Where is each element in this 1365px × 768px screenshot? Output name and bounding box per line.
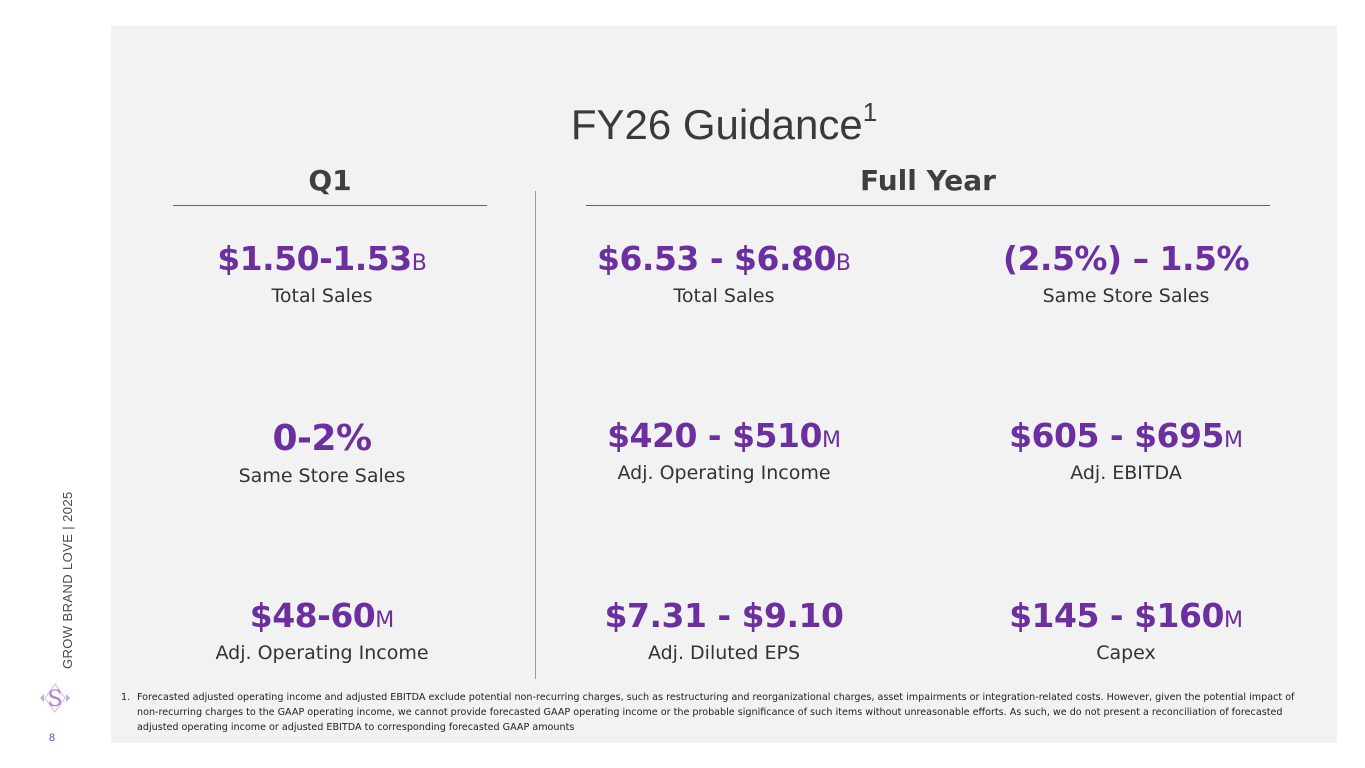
metric-label: Same Store Sales [1042, 285, 1210, 307]
metric-value: $1.50-1.53B [217, 239, 427, 278]
fy-same-store-sales: (2.5%) – 1.5% Same Store Sales [976, 239, 1276, 308]
metric-label: Total Sales [673, 285, 775, 307]
full-year-header-rule [586, 205, 1270, 206]
fy-adj-ebitda: $605 - $695M Adj. EBITDA [976, 416, 1276, 485]
metric-label: Same Store Sales [238, 465, 406, 487]
slide-title-text: FY26 Guidance [570, 101, 863, 148]
q1-adj-operating-income: $48-60M Adj. Operating Income [172, 596, 472, 665]
metric-label: Adj. Operating Income [617, 462, 831, 484]
s-diamond-logo-icon: S [32, 682, 78, 714]
page-number: 8 [49, 732, 56, 744]
fy-adj-diluted-eps: $7.31 - $9.10 Adj. Diluted EPS [574, 596, 874, 665]
slide-title: FY26 Guidance1 [111, 97, 1337, 150]
fy-total-sales: $6.53 - $6.80B Total Sales [574, 239, 874, 308]
full-year-header: Full Year [859, 164, 996, 197]
metric-value: (2.5%) – 1.5% [1002, 239, 1250, 278]
metric-value: 0-2% [272, 418, 372, 459]
metric-label: Total Sales [271, 285, 373, 307]
title-footnote-marker: 1 [862, 97, 878, 127]
footnote-text: Forecasted adjusted operating income and… [137, 692, 1295, 733]
fy-adj-operating-income: $420 - $510M Adj. Operating Income [574, 416, 874, 485]
fy-capex: $145 - $160M Capex [976, 596, 1276, 665]
slide-panel: FY26 Guidance1 Q1 Full Year $1.50-1.53B … [111, 26, 1337, 743]
q1-total-sales: $1.50-1.53B Total Sales [172, 239, 472, 308]
metric-value: $420 - $510M [607, 416, 841, 455]
metric-label: Adj. EBITDA [1070, 462, 1182, 484]
footnote-number: 1. [121, 692, 131, 703]
column-divider [535, 191, 536, 679]
metric-label: Adj. Diluted EPS [647, 642, 801, 664]
q1-header: Q1 [308, 164, 352, 197]
metric-value: $605 - $695M [1009, 416, 1243, 455]
q1-header-rule [173, 205, 487, 206]
metric-value: $48-60M [249, 596, 395, 635]
metric-value: $6.53 - $6.80B [596, 239, 852, 278]
metric-value: $145 - $160M [1009, 596, 1243, 635]
side-brand-text: GROW BRAND LOVE | 2025 [60, 491, 75, 669]
q1-same-store-sales: 0-2% Same Store Sales [172, 419, 472, 488]
metric-value: $7.31 - $9.10 [604, 596, 844, 635]
metric-label: Adj. Operating Income [215, 642, 429, 664]
metric-label: Capex [1096, 642, 1156, 664]
footnote: 1. Forecasted adjusted operating income … [121, 690, 1301, 735]
svg-text:S: S [47, 687, 62, 712]
